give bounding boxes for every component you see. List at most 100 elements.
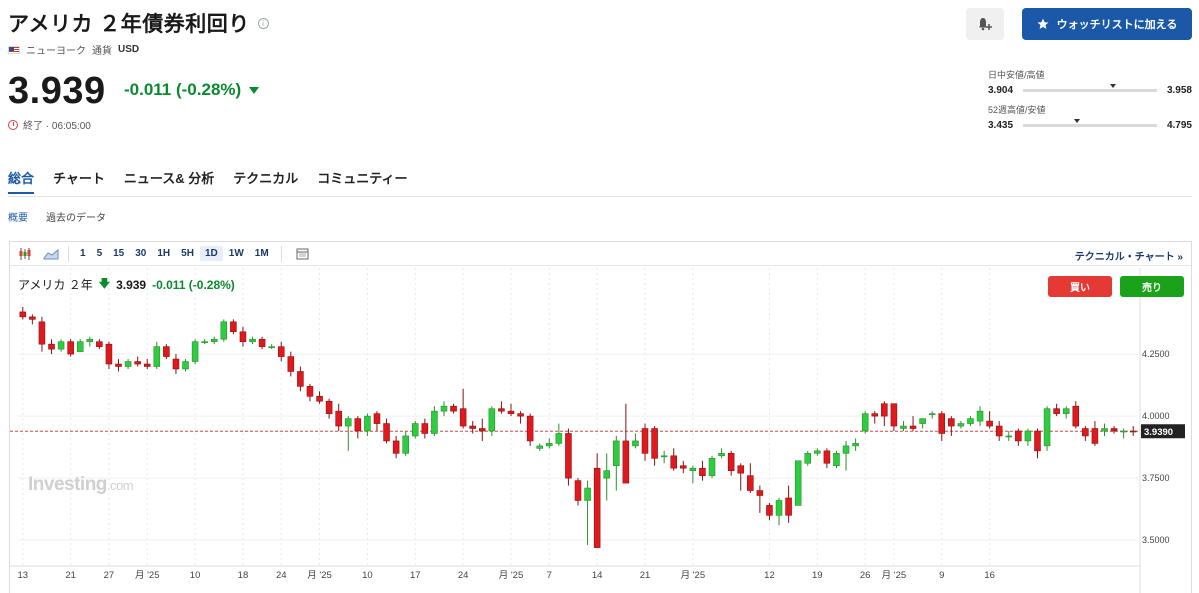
subtab-summary[interactable]: 概要 <box>8 213 28 224</box>
candle-body <box>919 418 926 424</box>
candlestick-chart[interactable]: 4.2500 4.0000 3.7500 3.5000 3.9390 13 21 27 月 '2… <box>10 242 1193 593</box>
interval-1d[interactable]: 1D <box>199 246 223 261</box>
candlestick-type-icon[interactable] <box>14 243 36 265</box>
candle-body <box>431 410 438 434</box>
candle-body <box>833 453 840 467</box>
y-tick-label: 3.7500 <box>1142 473 1170 483</box>
buy-button[interactable]: 買い <box>1048 276 1112 297</box>
candle-body <box>1091 428 1099 444</box>
add-to-watchlist-button[interactable]: ウォッチリストに加える <box>1022 8 1192 40</box>
interval-1w[interactable]: 1W <box>228 248 244 259</box>
watchlist-label: ウォッチリストに加える <box>1056 19 1178 31</box>
candle-body <box>871 413 879 417</box>
calendar-icon[interactable] <box>292 243 314 265</box>
candle-body <box>1062 408 1070 414</box>
candle-body <box>565 433 572 479</box>
candle-body <box>613 440 620 467</box>
week52-range-bar <box>1023 119 1157 127</box>
x-tick-label: 月 '25 <box>307 570 332 581</box>
candle-body <box>392 440 400 454</box>
x-tick-label: 27 <box>104 570 115 581</box>
interval-30[interactable]: 30 <box>135 248 147 259</box>
candle-body <box>268 346 275 348</box>
tab-news-analysis[interactable]: ニュース& 分析 <box>123 171 215 186</box>
interval-15[interactable]: 15 <box>113 248 125 259</box>
candle-body <box>57 341 65 350</box>
candle-body <box>718 453 725 457</box>
interval-5[interactable]: 5 <box>96 248 103 259</box>
candle-body <box>756 490 764 496</box>
x-tick-label: 月 '25 <box>499 570 524 581</box>
technical-chart-link[interactable]: テクニカル・チャート » <box>1074 252 1183 263</box>
candle-body <box>249 338 256 342</box>
sell-button[interactable]: 売り <box>1120 276 1184 297</box>
candle-body <box>210 338 218 342</box>
info-icon[interactable]: i <box>257 17 269 29</box>
candle-body <box>297 371 304 387</box>
candle-body <box>67 341 74 355</box>
tab-technical[interactable]: テクニカル <box>233 171 299 186</box>
tab-chart[interactable]: チャート <box>53 171 105 186</box>
candle-body <box>421 423 429 434</box>
candle-body <box>995 425 1003 437</box>
day-range: 日中安値/高値 3.904 3.958 <box>988 68 1192 96</box>
subtab-historical-data[interactable]: 過去のデータ <box>46 213 106 224</box>
x-tick-label: 16 <box>984 570 995 581</box>
interval-1m[interactable]: 1M <box>254 248 269 259</box>
week52-range: 52週高値/安値 3.435 4.795 <box>988 103 1192 131</box>
candle-body <box>641 428 649 454</box>
add-alert-button[interactable] <box>966 8 1004 40</box>
day-high: 3.958 <box>1166 85 1192 96</box>
candle-body <box>354 418 362 432</box>
candle-body <box>957 423 965 427</box>
x-tick-label: 月 '25 <box>135 570 160 581</box>
current-price-label: 3.9390 <box>1144 427 1173 438</box>
market-status-text: 終了 · 06:05:00 <box>23 121 91 132</box>
x-tick-label: 18 <box>238 570 249 581</box>
candle-body <box>584 487 591 501</box>
candle-body <box>1053 408 1060 414</box>
candle-body <box>488 408 496 432</box>
interval-1h[interactable]: 1H <box>157 248 171 259</box>
interval-5h[interactable]: 5H <box>181 248 194 259</box>
y-tick-label: 4.2500 <box>1142 349 1170 359</box>
x-tick-label: 21 <box>65 570 76 581</box>
candle-body <box>124 361 132 367</box>
candle-body <box>76 341 84 352</box>
candle-body <box>306 386 314 397</box>
candle-body <box>402 435 409 454</box>
candle-body <box>536 445 543 449</box>
tab-community[interactable]: コミュニティー <box>317 171 408 186</box>
candle-body <box>163 346 170 357</box>
x-tick-label: 10 <box>190 570 201 581</box>
toolbar-separator <box>280 245 282 262</box>
chart-toolbar: 1 5 15 30 1H 5H 1D 1W 1M テクニカル・チャート » <box>10 242 1191 266</box>
candle-body <box>632 440 639 447</box>
interval-1[interactable]: 1 <box>80 248 86 259</box>
candle-body <box>603 470 610 479</box>
watermark-brand: Investing <box>28 474 107 495</box>
candle-body <box>325 400 333 414</box>
candle-body <box>48 343 55 350</box>
down-arrow-icon <box>249 86 260 94</box>
candle-body <box>928 413 936 415</box>
x-tick-label: 月 '25 <box>882 570 907 581</box>
candle-body <box>986 420 993 427</box>
candle-body <box>814 450 821 454</box>
candle-body <box>239 331 247 342</box>
tab-overview[interactable]: 総合 <box>8 171 35 186</box>
candle-body <box>670 455 677 469</box>
legend-value: 3.939 <box>116 277 147 292</box>
instrument-meta: ニューヨーク 通貨 USD <box>8 42 139 57</box>
area-chart-type-icon[interactable] <box>40 243 62 265</box>
candle-body <box>143 363 151 367</box>
candle-body <box>574 480 582 501</box>
down-arrow-icon: 🡇 <box>98 278 111 290</box>
candle-body <box>593 467 601 548</box>
week52-high: 4.795 <box>1166 120 1192 131</box>
candle-body <box>555 433 563 444</box>
candle-body <box>737 465 745 474</box>
price-change: -0.011 (-0.28%) <box>124 80 260 100</box>
x-tick-label: 月 '25 <box>681 570 706 581</box>
x-tick-label: 13 <box>17 570 28 581</box>
